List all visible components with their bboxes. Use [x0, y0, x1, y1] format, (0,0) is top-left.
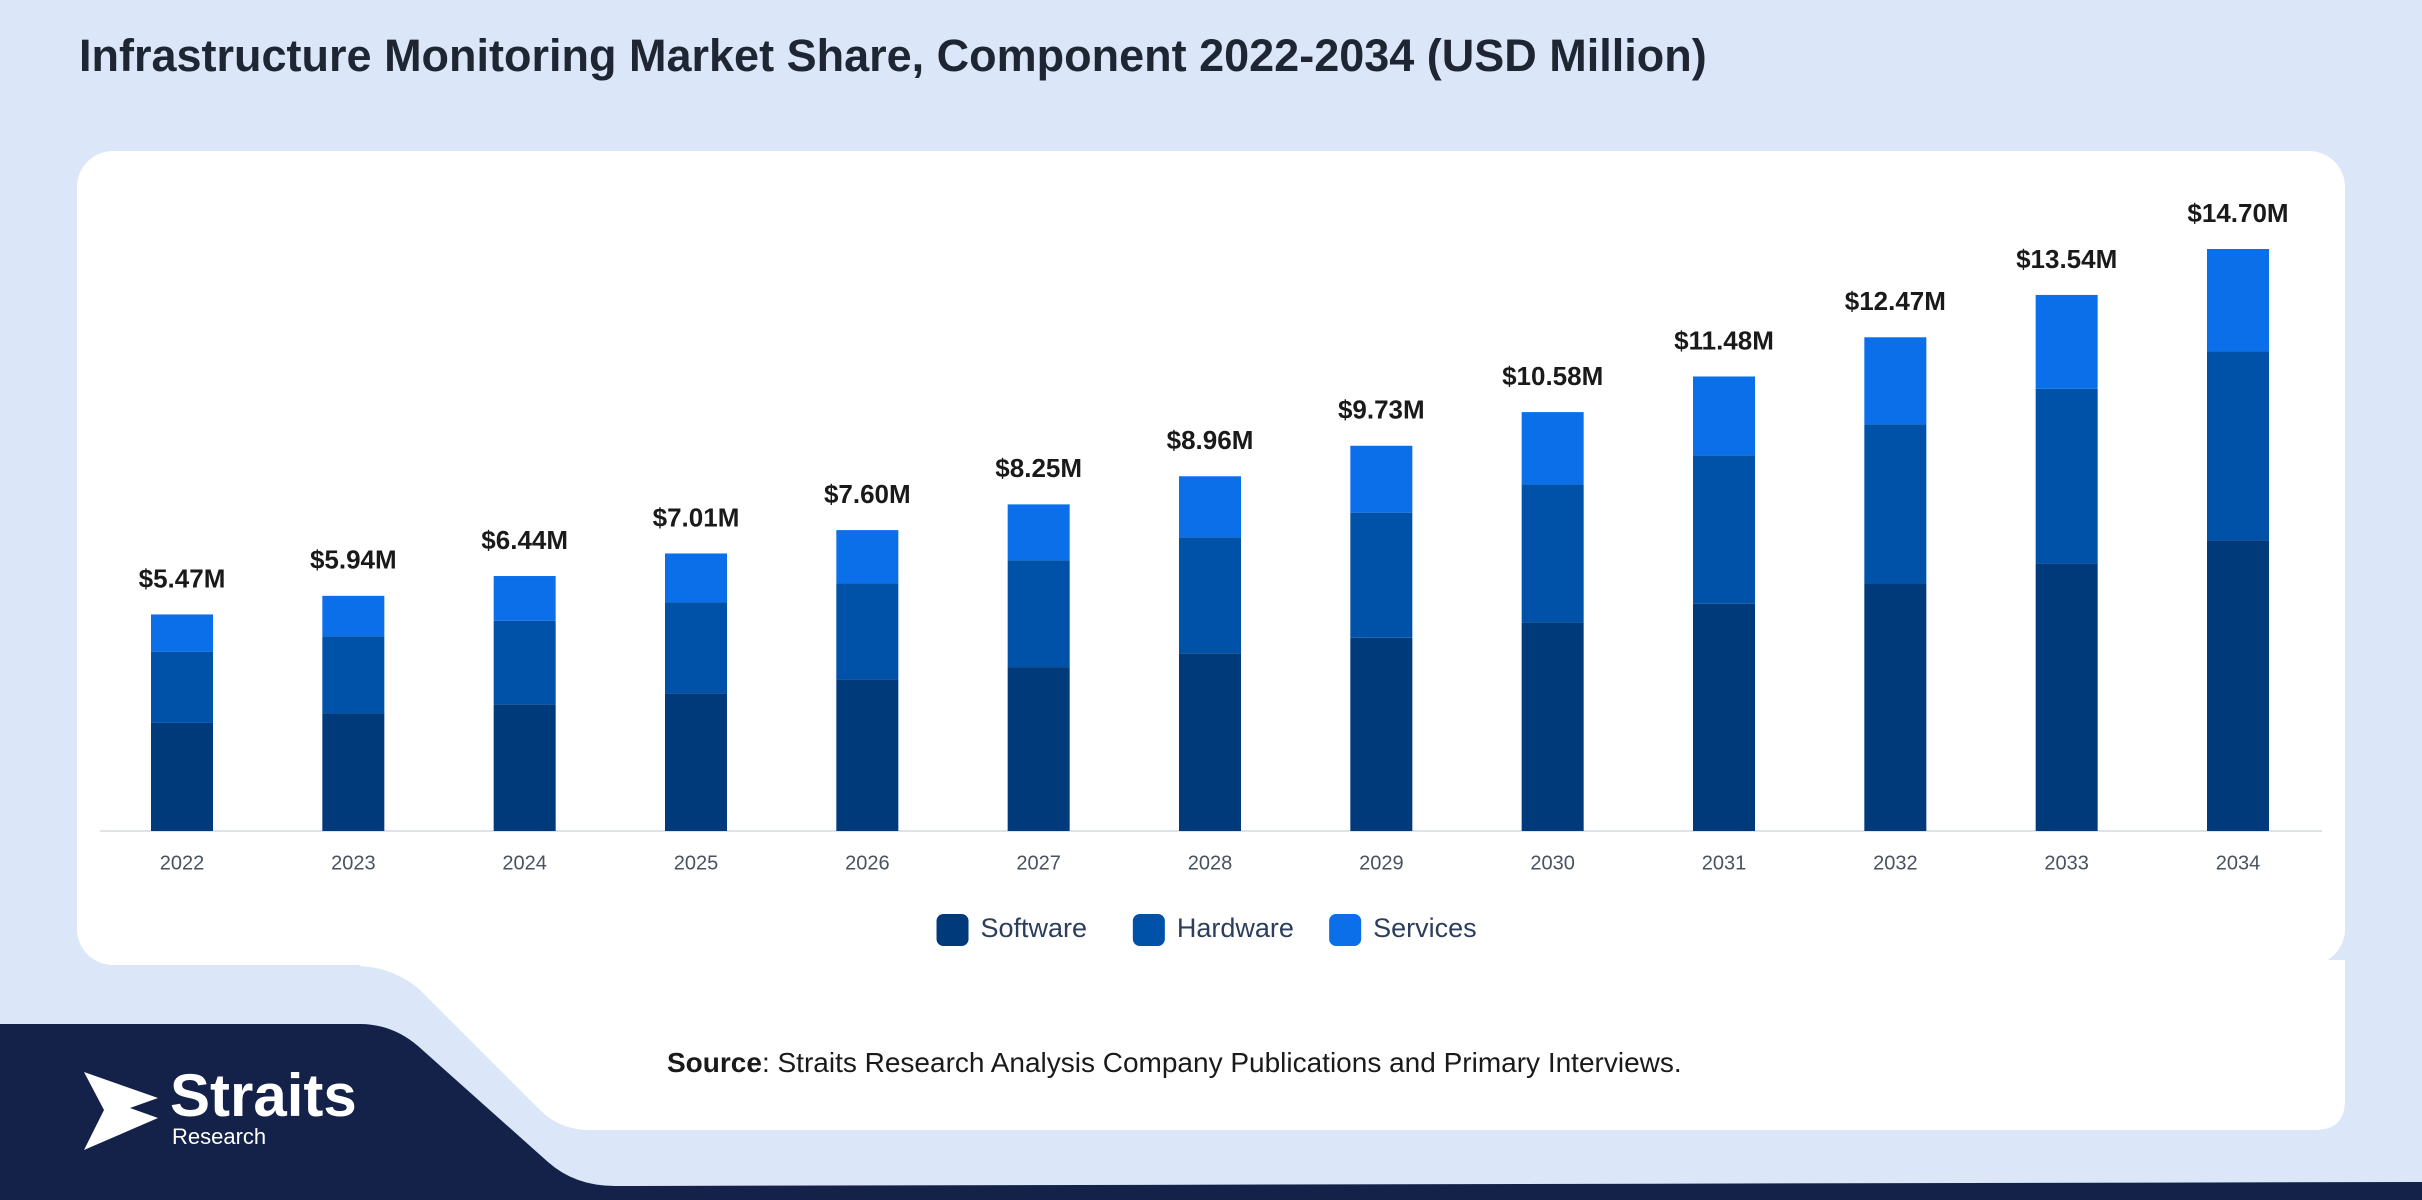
total-label: $8.25M — [995, 453, 1082, 483]
x-tick-label: 2029 — [1359, 852, 1404, 874]
bar-segment — [493, 620, 556, 705]
legend-label: Software — [981, 913, 1088, 943]
bar-segment — [493, 704, 556, 831]
logo-name: Straits — [170, 1062, 357, 1129]
bar-segment — [2035, 388, 2098, 564]
bar-segment — [665, 553, 727, 603]
bar-segment — [1179, 476, 1241, 538]
logo-sub: Research — [172, 1124, 266, 1149]
total-label: $13.54M — [2016, 244, 2117, 274]
x-tick-label: 2023 — [331, 852, 376, 874]
bar-segment — [1693, 603, 1755, 831]
source: Source: Straits Research Analysis Compan… — [667, 1047, 1682, 1078]
bar-segment — [1693, 455, 1755, 604]
legend-swatch — [1132, 914, 1165, 946]
bar-segment — [1350, 445, 1413, 513]
bar-segment — [322, 636, 385, 714]
bar-segment — [1007, 504, 1070, 561]
source-panel — [360, 960, 2345, 1130]
bar-segment — [151, 614, 213, 652]
x-tick-label: 2031 — [1702, 852, 1747, 874]
bar-segment — [665, 693, 727, 831]
x-tick-label: 2024 — [502, 852, 547, 874]
bar-segment — [151, 722, 213, 831]
x-tick-label: 2030 — [1530, 852, 1575, 874]
bar-segment — [2207, 351, 2269, 541]
x-tick-label: 2033 — [2044, 852, 2089, 874]
bar-segment — [1864, 337, 1927, 425]
total-label: $12.47M — [1845, 286, 1946, 316]
x-tick-label: 2025 — [674, 852, 719, 874]
bar-segment — [151, 651, 213, 723]
total-label: $8.96M — [1167, 425, 1254, 455]
legend-swatch — [1329, 914, 1362, 946]
x-tick-label: 2028 — [1188, 852, 1233, 874]
bar-segment — [836, 679, 899, 831]
total-label: $5.94M — [310, 545, 397, 575]
bar-segment — [2207, 540, 2269, 831]
bar-segment — [2035, 563, 2098, 831]
source-text: : Straits Research Analysis Company Publ… — [762, 1047, 1682, 1078]
bar-segment — [1350, 637, 1413, 831]
x-tick-label: 2034 — [2216, 852, 2261, 874]
total-label: $7.60M — [824, 479, 911, 509]
footer-band — [0, 1024, 2422, 1200]
bar-segment — [1864, 583, 1927, 831]
total-label: $11.48M — [1674, 325, 1774, 355]
bar-segment — [322, 713, 385, 831]
bar-segment — [1521, 622, 1584, 831]
total-label: $10.58M — [1502, 361, 1603, 391]
legend-label: Services — [1373, 913, 1477, 943]
bar-segment — [493, 576, 556, 621]
bar-segment — [1007, 667, 1070, 831]
total-label: $5.47M — [139, 563, 226, 593]
x-tick-label: 2027 — [1016, 852, 1061, 874]
bar-segment — [1693, 376, 1755, 456]
bar-segment — [1179, 653, 1241, 831]
legend-label: Hardware — [1177, 913, 1294, 943]
bar-segment — [665, 602, 727, 694]
bar-segment — [836, 583, 899, 680]
total-label: $6.44M — [481, 525, 568, 555]
bar-segment — [322, 595, 385, 637]
logo-icon — [84, 1072, 158, 1150]
bar-segment — [1350, 512, 1413, 638]
bar-segment — [836, 530, 899, 584]
bar-segment — [1864, 424, 1927, 584]
total-label: $9.73M — [1338, 395, 1425, 425]
x-tick-label: 2032 — [1873, 852, 1918, 874]
total-label: $14.70M — [2187, 198, 2288, 228]
bar-segment — [1007, 560, 1070, 668]
chart-title: Infrastructure Monitoring Market Share, … — [79, 30, 1707, 81]
bar-segment — [1179, 537, 1241, 654]
x-tick-label: 2022 — [160, 852, 205, 874]
bar-segment — [2035, 294, 2098, 389]
x-tick-label: 2026 — [845, 852, 890, 874]
bar-segment — [2207, 249, 2269, 352]
bar-segment — [1521, 484, 1584, 623]
source-label: Source — [667, 1047, 762, 1078]
legend-swatch — [936, 914, 969, 946]
total-label: $7.01M — [653, 502, 740, 532]
bar-segment — [1521, 412, 1584, 485]
